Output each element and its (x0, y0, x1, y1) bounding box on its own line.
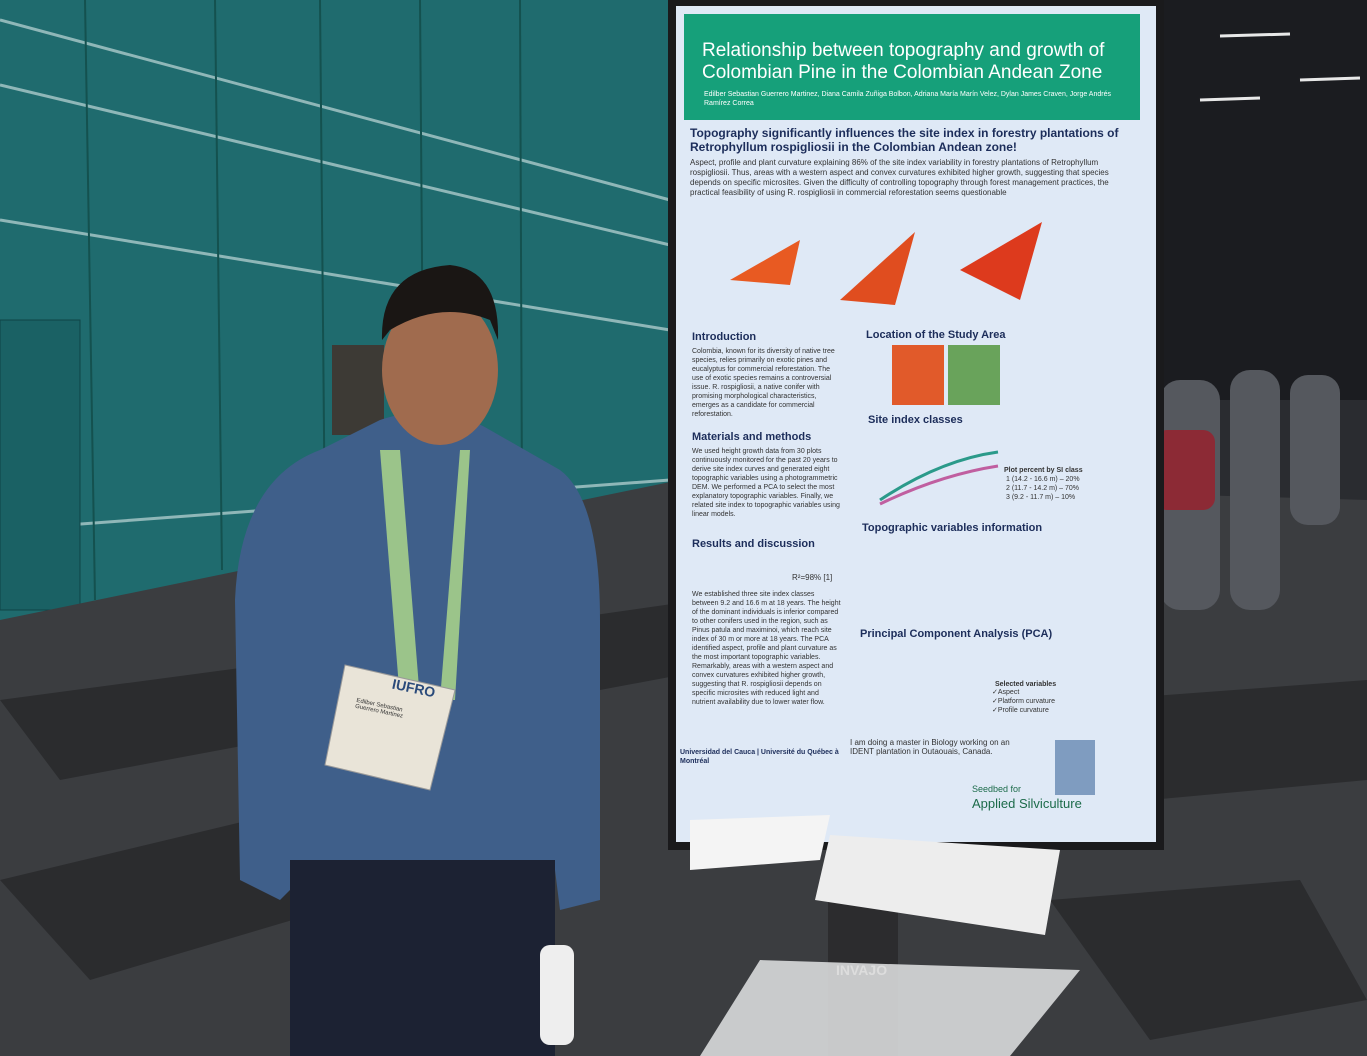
legend-title: Selected variables (995, 681, 1057, 688)
section-heading: Results and discussion (692, 538, 815, 550)
legend-list: 1 (14.2 - 16.6 m) – 20% 2 (11.7 - 14.2 m… (1006, 475, 1080, 502)
headline: Topography significantly influences the … (690, 126, 1119, 154)
section-heading: Location of the Study Area (866, 329, 1006, 341)
section-heading: Topographic variables information (862, 522, 1043, 534)
stand-brand: INVAJO (836, 962, 888, 978)
logo-bottom: Applied Silviculture (972, 796, 1082, 811)
legend-item: 2 (11.7 - 14.2 m) – 70% (1006, 485, 1080, 492)
poster-title: Relationship between topography and grow… (702, 40, 1105, 83)
section-heading: Site index classes (868, 414, 963, 426)
title-band (684, 14, 1140, 120)
section-text: Colombia, known for its diversity of nat… (692, 348, 835, 418)
poster-authors: Edilber Sebastian Guerrero Martinez, Dia… (704, 91, 1111, 107)
legend-item: ✓Profile curvature (992, 707, 1049, 714)
equation-fit: R²=98% [1] (792, 573, 833, 582)
legend-item: 3 (9.2 - 11.7 m) – 10% (1006, 494, 1076, 501)
footer-note: I am doing a master in Biology working o… (850, 738, 1010, 756)
legend-item: ✓Platform curvature (992, 698, 1056, 705)
section-heading: Principal Component Analysis (PCA) (860, 628, 1053, 640)
logo-top: Seedbed for (972, 784, 1022, 794)
section-text: We established three site index classes … (692, 591, 841, 706)
section-heading: Materials and methods (692, 431, 812, 443)
section-heading: Introduction (692, 331, 757, 343)
institutions: Universidad del Cauca | Université du Qu… (680, 749, 839, 765)
summary: Aspect, profile and plant curvature expl… (690, 158, 1109, 197)
poster-plots (730, 222, 1095, 795)
legend-title: Plot percent by SI class (1004, 467, 1083, 474)
section-text: We used height growth data from 30 plots… (692, 448, 840, 518)
legend-list: ✓Aspect ✓Platform curvature ✓Profile cur… (992, 688, 1055, 715)
legend-item: 1 (14.2 - 16.6 m) – 20% (1006, 476, 1080, 483)
legend-item: ✓Aspect (992, 689, 1020, 696)
